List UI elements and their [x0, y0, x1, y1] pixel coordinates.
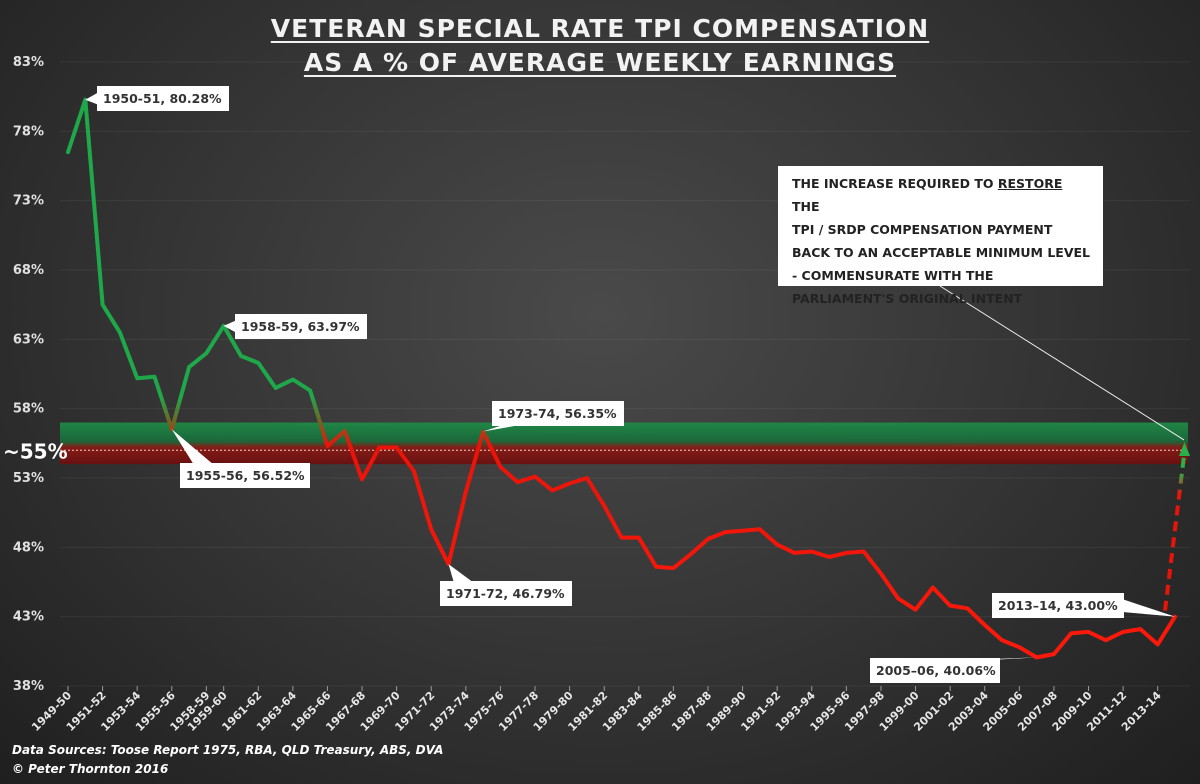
- y-axis: 38% 43% 48% 53% 58% 63% 68% 73% 78% 83%: [13, 55, 44, 694]
- annotation-pointer: [171, 429, 214, 465]
- annotation-box: [492, 401, 624, 426]
- annotation-text: 1955-56, 56.52%: [186, 468, 305, 483]
- y-tick-label: 58%: [13, 402, 44, 417]
- reference-label: ~55%: [3, 439, 68, 463]
- chart-title-line-1: VETERAN SPECIAL RATE TPI COMPENSATION: [270, 14, 930, 43]
- annotation-box: [97, 86, 229, 111]
- annotation-label: 1955-56, 56.52%: [171, 429, 310, 488]
- callout-line-5: PARLIAMENT'S ORIGINAL INTENT: [792, 291, 1023, 306]
- y-tick-label: 43%: [13, 610, 44, 625]
- x-axis: 1949-501951-521953-541955-561958-591959-…: [29, 686, 1164, 734]
- annotation-box: [440, 581, 572, 606]
- callout-line-1-post: THE: [792, 199, 820, 214]
- callout-pointer: [939, 285, 1185, 441]
- y-tick-label: 48%: [13, 540, 44, 555]
- callout-line-4: - COMMENSURATE WITH THE: [792, 268, 994, 283]
- callout-line-1-pre: THE INCREASE REQUIRED TO: [792, 176, 998, 191]
- band-layer: ~55%: [3, 422, 1188, 465]
- annotations: 1950-51, 80.28% 1955-56, 56.52% 1958-59, 6…: [85, 86, 1185, 683]
- y-tick-label: 53%: [13, 471, 44, 486]
- annotation-label: 1971-72, 46.79%: [440, 564, 572, 606]
- annotation-text: 1973-74, 56.35%: [498, 406, 617, 421]
- tpi-series-line: [66, 97, 1177, 660]
- annotation-box: [235, 314, 367, 339]
- callout-line-3: BACK TO AN ACCEPTABLE MINIMUM LEVEL: [792, 245, 1091, 260]
- callout-line-1: THE INCREASE REQUIRED TO RESTORE THE: [792, 172, 1091, 218]
- y-tick-label: 83%: [13, 55, 44, 70]
- series-layer: [66, 97, 1190, 660]
- annotation-pointer: [223, 320, 237, 333]
- restore-arrow-shaft: [1163, 455, 1186, 611]
- annotation-pointer: [966, 657, 1037, 660]
- annotation-pointer: [85, 92, 99, 105]
- annotation-text: 1950-51, 80.28%: [103, 91, 222, 106]
- annotation-text: 2005–06, 40.06%: [876, 663, 996, 678]
- y-tick-label: 63%: [13, 332, 44, 347]
- annotation-label: 1973-74, 56.35%: [483, 401, 624, 432]
- annotation-box: [180, 463, 310, 488]
- y-tick-label: 78%: [13, 124, 44, 139]
- annotation-box: [992, 593, 1124, 618]
- restore-callout: THE INCREASE REQUIRED TO RESTORE THE TPI…: [778, 166, 1103, 306]
- annotation-pointer: [448, 564, 474, 583]
- grid-layer: [60, 61, 1190, 687]
- data-sources: Data Sources: Toose Report 1975, RBA, QL…: [12, 743, 444, 757]
- annotation-label: 1958-59, 63.97%: [223, 314, 367, 339]
- copyright: © Peter Thornton 2016: [12, 762, 169, 776]
- annotation-pointer: [1122, 599, 1175, 617]
- callout-line-1-emph: RESTORE: [997, 176, 1063, 191]
- annotation-label: 2005–06, 40.06%: [870, 657, 1037, 683]
- y-tick-label: 68%: [13, 263, 44, 278]
- annotation-text: 1971-72, 46.79%: [446, 586, 565, 601]
- annotation-text: 1958-59, 63.97%: [241, 319, 360, 334]
- annotation-label: 1950-51, 80.28%: [85, 86, 229, 111]
- restore-arrow-head: [1179, 441, 1190, 456]
- chart-title-line-2: AS A % OF AVERAGE WEEKLY EARNINGS: [303, 48, 897, 77]
- annotation-box: [870, 658, 1000, 683]
- annotation-text: 2013–14, 43.00%: [998, 598, 1118, 613]
- annotation-label: 2013–14, 43.00%: [992, 593, 1175, 618]
- callout-line-2: TPI / SRDP COMPENSATION PAYMENT: [792, 222, 1053, 237]
- y-tick-label: 38%: [13, 679, 44, 694]
- acceptable-band: [60, 422, 1188, 465]
- y-tick-label: 73%: [13, 194, 44, 209]
